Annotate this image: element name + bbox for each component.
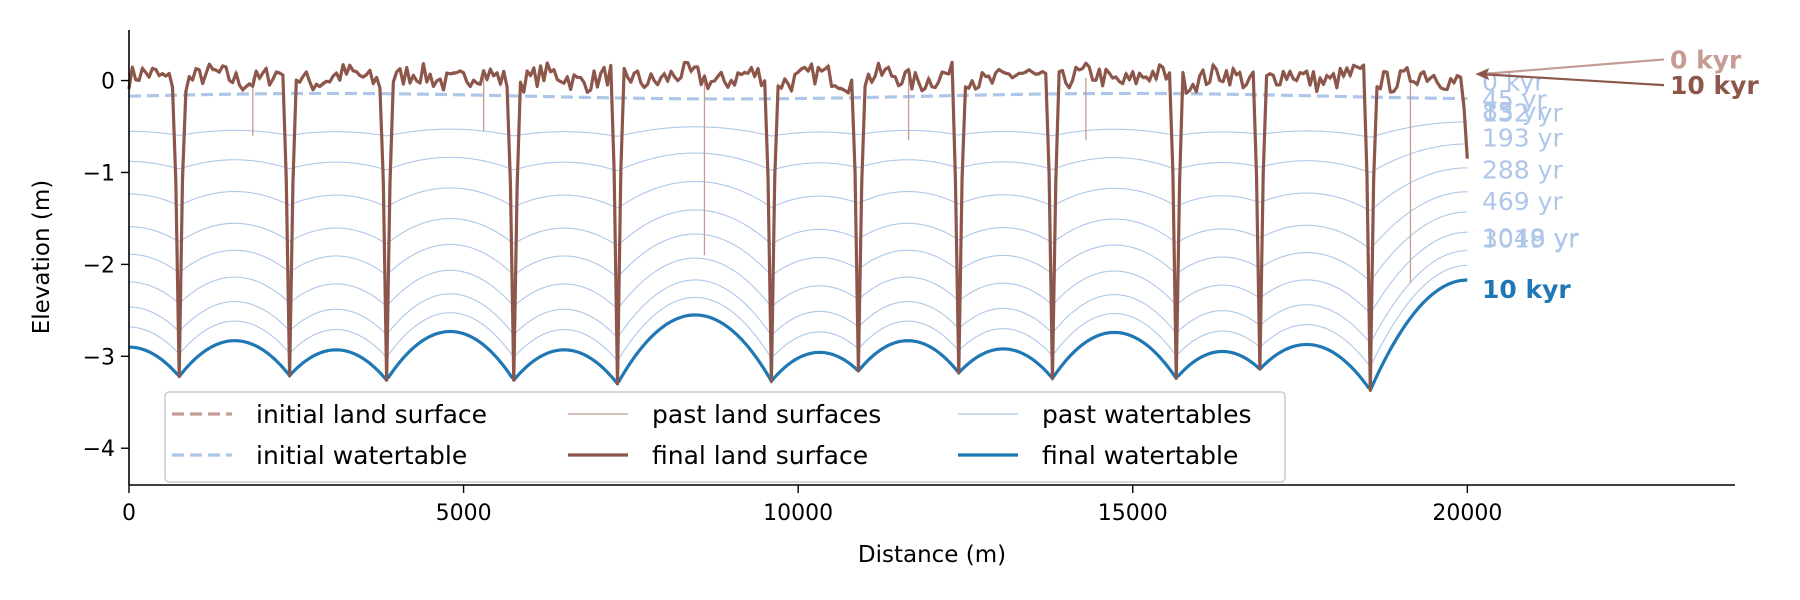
y-ticks: 0 −1 −2 −3 −4 [83, 70, 129, 462]
watertable-time-label: 469 yr [1482, 187, 1563, 216]
legend-label: past watertables [1042, 400, 1252, 429]
past-watertable-line [128, 211, 1468, 282]
past-watertables [128, 121, 1468, 367]
watertable-time-label: 45 yr [1482, 85, 1548, 114]
past-watertable-line [128, 143, 1468, 173]
x-axis-label: Distance (m) [858, 542, 1006, 568]
land-time-label: 10 kyr [1670, 71, 1759, 100]
legend-label: initial watertable [256, 441, 467, 470]
y-tick-label: −1 [83, 161, 115, 186]
final-land-surface [127, 60, 1469, 392]
x-tick-label: 0 [122, 501, 136, 526]
initial-watertable-line [128, 91, 1468, 101]
y-tick-label: −2 [83, 253, 115, 278]
legend: initial land surface past land surfaces pa… [164, 391, 1286, 483]
watertable-time-label: 288 yr [1482, 156, 1563, 185]
y-tick-label: 0 [101, 70, 115, 95]
legend-label: final land surface [652, 441, 868, 470]
land-label-arrow [1481, 73, 1665, 87]
land-label-arrow [1481, 58, 1665, 76]
arrow-head [1475, 68, 1490, 81]
y-axis-label: Elevation (m) [29, 180, 55, 335]
final-watertable [128, 278, 1468, 391]
land-time-label: 0 kyr [1670, 45, 1742, 74]
past-watertable-line [128, 191, 1468, 249]
final-land-surface-line [127, 60, 1469, 392]
x-tick-label: 20000 [1432, 501, 1502, 526]
watertable-final-label: 10 kyr [1482, 275, 1571, 304]
legend-label: initial land surface [256, 400, 487, 429]
x-tick-label: 10000 [763, 501, 833, 526]
watertable-time-label: 132 yr [1482, 99, 1563, 128]
legend-label: past land surfaces [652, 400, 881, 429]
final-watertable-line [128, 278, 1468, 391]
past-watertable-line [128, 231, 1468, 314]
past-watertable-line [128, 264, 1468, 367]
x-ticks: 0 5000 10000 15000 20000 [122, 485, 1502, 526]
watertable-time-label: 3019 yr [1482, 225, 1579, 254]
watertable-time-label: 1048 yr [1482, 224, 1579, 253]
x-tick-label: 5000 [436, 501, 492, 526]
legend-label: final watertable [1042, 441, 1238, 470]
initial-watertable [128, 91, 1468, 101]
y-tick-label: −3 [83, 345, 115, 370]
watertable-time-label: 85 yr [1482, 97, 1548, 126]
plot-area [127, 60, 1469, 392]
past-watertable-line [128, 121, 1468, 138]
past-watertable-line [128, 250, 1468, 343]
watertable-time-label: 193 yr [1482, 124, 1563, 153]
y-tick-label: −4 [83, 437, 115, 462]
x-tick-label: 15000 [1098, 501, 1168, 526]
past-watertable-line [128, 167, 1468, 211]
